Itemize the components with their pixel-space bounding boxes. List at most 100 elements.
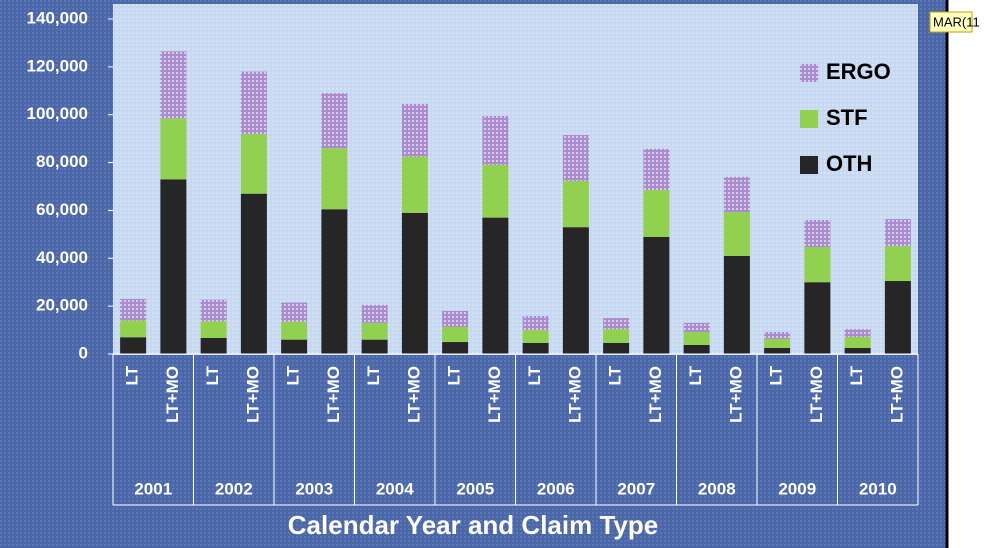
- x-tick-label: LT: [123, 365, 142, 385]
- bar-segment: [361, 339, 388, 354]
- bar-segment: [522, 342, 549, 354]
- x-tick-label: LT: [284, 365, 303, 385]
- legend-swatch: [800, 110, 818, 128]
- x-tick-label: LT+MO: [485, 366, 504, 423]
- bar-segment: [522, 315, 549, 331]
- bar-segment: [844, 329, 871, 338]
- y-tick-label: 0: [79, 343, 88, 362]
- x-tick-label: LT: [445, 365, 464, 385]
- y-tick-label: 20,000: [36, 296, 88, 315]
- legend-label: ERGO: [826, 59, 891, 84]
- group-label: 2010: [859, 479, 897, 498]
- x-tick-label: LT+MO: [243, 366, 262, 423]
- bar-segment: [884, 281, 911, 354]
- bar-segment: [562, 135, 589, 181]
- bar-segment: [120, 298, 147, 321]
- bar-segment: [240, 193, 267, 354]
- group-label: 2001: [134, 479, 172, 498]
- group-label: 2003: [295, 479, 333, 498]
- bar-segment: [764, 338, 791, 349]
- plot-area: [113, 4, 918, 355]
- bar-segment: [683, 344, 710, 354]
- bar-segment: [120, 320, 147, 338]
- bar-segment: [160, 118, 187, 180]
- bar-segment: [200, 321, 227, 338]
- bar-segment: [281, 302, 308, 322]
- group-label: 2009: [778, 479, 816, 498]
- group-label: 2002: [215, 479, 253, 498]
- bar-segment: [683, 331, 710, 345]
- bar-segment: [442, 326, 469, 343]
- x-tick-label: LT: [364, 365, 383, 385]
- x-tick-label: LT: [203, 365, 222, 385]
- y-tick-label: 80,000: [36, 152, 88, 171]
- group-label: 2006: [537, 479, 575, 498]
- bar-segment: [482, 217, 509, 354]
- group-label: 2004: [376, 479, 414, 498]
- legend-label: STF: [826, 105, 868, 130]
- bar-segment: [281, 339, 308, 354]
- annotation: MAR(11: [933, 14, 980, 29]
- bar-segment: [401, 103, 428, 157]
- bar-segment: [361, 322, 388, 340]
- x-tick-label: LT: [767, 365, 786, 385]
- bar-segment: [401, 212, 428, 354]
- bar-segment: [321, 93, 348, 149]
- x-axis-title: Calendar Year and Claim Type: [288, 510, 658, 540]
- bar-segment: [884, 219, 911, 247]
- bar-segment: [401, 156, 428, 213]
- group-label: 2008: [698, 479, 736, 498]
- y-tick-label: 40,000: [36, 248, 88, 267]
- bar-segment: [643, 190, 670, 237]
- x-tick-label: LT+MO: [163, 366, 182, 423]
- bar-segment: [603, 342, 630, 354]
- legend-swatch: [800, 64, 818, 82]
- bar-segment: [603, 329, 630, 343]
- bar-segment: [844, 337, 871, 349]
- bar-segment: [562, 227, 589, 354]
- bar-segment: [482, 164, 509, 218]
- x-tick-label: LT+MO: [646, 366, 665, 423]
- bar-segment: [240, 133, 267, 194]
- annotation-box: [929, 11, 973, 33]
- bar-segment: [442, 310, 469, 327]
- group-label: 2007: [617, 479, 655, 498]
- group-label: 2005: [456, 479, 494, 498]
- bar-segment: [240, 71, 267, 134]
- bar-segment: [562, 180, 589, 228]
- bar-segment: [482, 115, 509, 165]
- bar-segment: [764, 331, 791, 339]
- bar-segment: [723, 255, 750, 354]
- x-tick-label: LT: [606, 365, 625, 385]
- bar-segment: [442, 342, 469, 354]
- legend-label: OTH: [826, 151, 872, 176]
- bar-segment: [321, 148, 348, 210]
- bar-segment: [361, 304, 388, 323]
- bar-segment: [764, 348, 791, 354]
- y-tick-label: 60,000: [36, 200, 88, 219]
- bar-segment: [281, 321, 308, 340]
- x-tick-label: LT: [525, 365, 544, 385]
- x-tick-label: LT+MO: [404, 366, 423, 423]
- bar-segment: [804, 282, 831, 354]
- bar-segment: [643, 236, 670, 354]
- y-tick-label: 120,000: [27, 56, 88, 75]
- x-tick-label: LT+MO: [887, 366, 906, 423]
- bar-segment: [723, 176, 750, 213]
- bar-segment: [884, 246, 911, 282]
- legend-swatch: [800, 156, 818, 174]
- bar-segment: [603, 318, 630, 330]
- x-tick-label: LT+MO: [565, 366, 584, 423]
- bar-segment: [804, 220, 831, 248]
- bar-segment: [200, 299, 227, 322]
- bar-segment: [844, 348, 871, 354]
- y-tick-label: 140,000: [27, 8, 88, 27]
- bar-segment: [120, 337, 147, 354]
- bar-segment: [160, 179, 187, 354]
- x-tick-label: LT+MO: [726, 366, 745, 423]
- x-tick-label: LT: [847, 365, 866, 385]
- bar-segment: [683, 322, 710, 332]
- x-tick-label: LT+MO: [324, 366, 343, 423]
- bar-segment: [723, 212, 750, 256]
